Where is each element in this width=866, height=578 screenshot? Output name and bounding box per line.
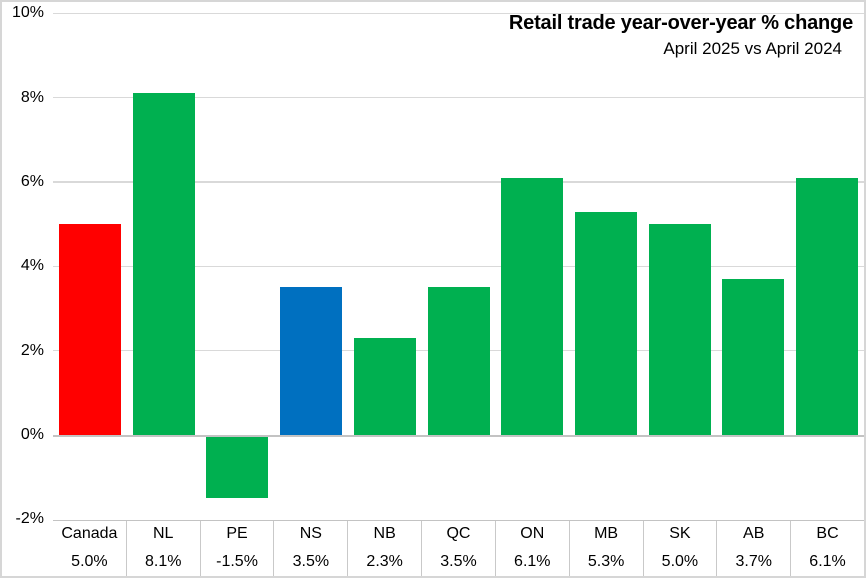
table-category-label: SK	[669, 525, 691, 543]
table-value-label: 3.5%	[440, 553, 477, 571]
y-axis-tick-label: 10%	[11, 4, 44, 22]
table-category-label: NB	[373, 525, 396, 543]
table-column-canada: Canada 5.0%	[53, 521, 126, 577]
table-value-label: 3.7%	[735, 553, 772, 571]
table-category-label: MB	[594, 525, 619, 543]
zero-axis-line	[53, 435, 864, 437]
table-column-pe: PE -1.5%	[199, 520, 274, 576]
bar-mb	[574, 211, 637, 435]
table-column-nb: NB 2.3%	[347, 520, 421, 576]
table-value-label: 5.0%	[71, 553, 108, 571]
y-axis-tick-label: 0%	[20, 426, 44, 443]
table-column-ns: NS 3.5%	[273, 520, 347, 576]
y-axis-tick-label: 8%	[20, 88, 44, 106]
bar-qc	[427, 287, 490, 435]
y-axis-tick-label: 2%	[20, 341, 44, 359]
bar-pe	[206, 436, 269, 499]
table-category-label: ON	[520, 525, 545, 543]
gridline-4pct	[53, 265, 864, 268]
y-axis-tick-label: -2%	[15, 510, 44, 528]
table-category-label: BC	[816, 525, 839, 543]
table-category-label: PE	[226, 525, 248, 543]
gridline-10pct	[53, 12, 864, 15]
table-column-qc: QC 3.5%	[421, 520, 495, 576]
table-column-ab: AB 3.7%	[716, 520, 790, 576]
table-value-label: 6.1%	[809, 553, 846, 571]
table-column-sk: SK 5.0%	[642, 520, 717, 576]
gridline-8pct	[53, 96, 864, 99]
bar-sk	[648, 224, 711, 435]
table-column-nl: NL 8.1%	[125, 520, 200, 576]
y-axis-tick-label: 6%	[20, 172, 44, 190]
table-value-label: -1.5%	[216, 553, 258, 571]
bar-ab	[722, 278, 785, 435]
gridline-6pct	[53, 181, 864, 183]
table-value-label: 6.1%	[514, 553, 551, 571]
table-category-label: QC	[446, 525, 471, 543]
chart-subtitle: April 2025 vs April 2024	[663, 39, 842, 58]
table-value-label: 8.1%	[144, 553, 182, 571]
bar-nb	[353, 338, 416, 435]
table-category-label: Canada	[61, 525, 118, 543]
table-column-mb: MB 5.3%	[568, 520, 643, 576]
table-category-label: AB	[743, 525, 765, 543]
bar-nl	[132, 93, 195, 435]
table-value-label: 3.5%	[292, 553, 330, 571]
table-column-bc: BC 6.1%	[790, 520, 864, 576]
data-table: Canada 5.0% NL 8.1% PE -1.5% NS 3.5% NB 2.3% QC 3.5…	[53, 519, 864, 577]
table-category-label: NS	[299, 525, 322, 543]
table-value-label: 5.0%	[661, 553, 699, 571]
bar-ns	[280, 287, 343, 435]
table-value-label: 2.3%	[366, 553, 403, 571]
bar-bc	[796, 177, 859, 435]
table-category-label: NL	[152, 525, 174, 543]
chart-title: Retail trade year-over-year % change	[508, 12, 853, 34]
table-value-label: 5.3%	[587, 553, 625, 571]
table-column-on: ON 6.1%	[494, 520, 569, 576]
bar-canada	[58, 224, 121, 435]
bar-on	[501, 177, 564, 435]
y-axis-tick-label: 4%	[20, 257, 44, 275]
